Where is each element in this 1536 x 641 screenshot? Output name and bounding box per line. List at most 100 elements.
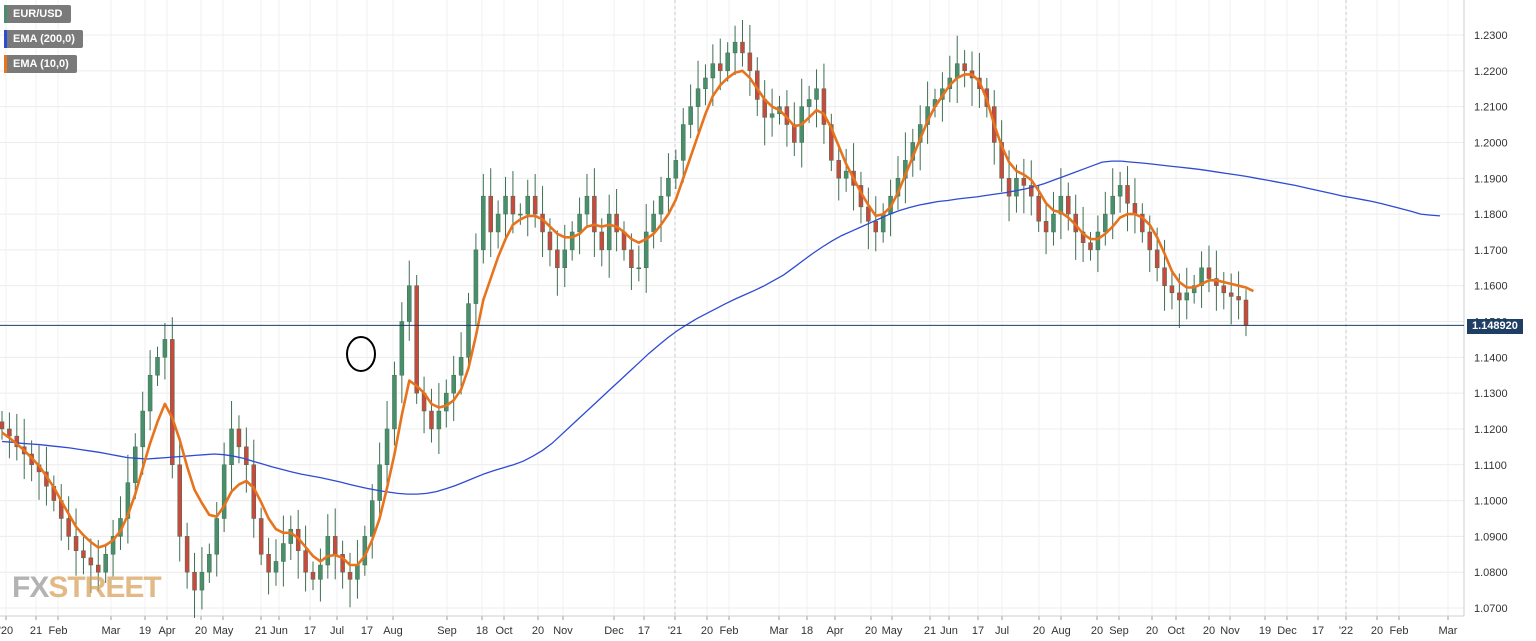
x-tick-label: 19 <box>1259 625 1271 637</box>
candle-body <box>1184 292 1190 301</box>
candle-body <box>806 99 812 107</box>
candle-body <box>643 231 649 269</box>
candle-body <box>1147 231 1152 251</box>
legend-item-ema200[interactable]: EMA (200,0) <box>4 30 83 48</box>
y-tick-label: 1.0900 <box>1474 531 1508 543</box>
x-tick-label: Dec <box>604 625 624 637</box>
candle-body <box>873 220 879 233</box>
x-tick-label: Jul <box>330 625 344 637</box>
y-tick-label: 1.2100 <box>1474 102 1508 114</box>
candle-body <box>369 500 375 537</box>
candle-body <box>695 88 701 107</box>
candle-body <box>962 63 967 72</box>
logo-fx: FX <box>12 571 49 604</box>
candle-body <box>340 554 345 573</box>
candle-body <box>214 518 219 555</box>
candle-body <box>843 170 849 179</box>
candle-body <box>814 88 819 100</box>
x-tick-label: '20 <box>0 625 13 637</box>
candle-body <box>273 561 279 573</box>
candle-body <box>444 392 449 412</box>
candle-body <box>569 231 575 251</box>
candle-body <box>0 421 5 430</box>
annotation-circle <box>346 336 376 372</box>
candle-body <box>303 550 308 573</box>
x-tick-label: 20 <box>1371 625 1383 637</box>
candle-body <box>1243 299 1249 326</box>
candle-body <box>584 195 590 215</box>
candle-body <box>258 518 264 555</box>
candle-body <box>125 482 131 519</box>
eurusd-swatch <box>4 5 7 23</box>
candle-body <box>1051 213 1056 233</box>
candle-body <box>88 557 94 566</box>
candle-body <box>836 160 841 179</box>
candle-body <box>155 357 160 376</box>
candle-body <box>1036 195 1041 222</box>
y-tick-label: 1.2000 <box>1474 137 1508 149</box>
x-tick-label: 20 <box>865 625 877 637</box>
y-tick-label: 1.0800 <box>1474 567 1508 579</box>
candle-body <box>503 195 508 215</box>
x-tick-label: 18 <box>476 625 488 637</box>
x-tick-label: May <box>882 625 903 637</box>
candle-body <box>1088 242 1093 251</box>
x-tick-label: 20 <box>532 625 544 637</box>
candle-body <box>954 63 960 79</box>
legend-item-ema10[interactable]: EMA (10,0) <box>4 55 77 73</box>
legend-item-eurusd[interactable]: EUR/USD <box>4 5 71 23</box>
candle-body <box>192 571 197 591</box>
x-tick-label: Apr <box>826 625 843 637</box>
candle-body <box>577 213 582 233</box>
candle-body <box>666 178 671 197</box>
candle-body <box>103 554 108 573</box>
candle-body <box>473 249 479 304</box>
candle-body <box>518 213 523 216</box>
candle-body <box>740 41 745 54</box>
candle-body <box>451 374 456 394</box>
candle-body <box>236 428 242 448</box>
candle-body <box>629 249 634 269</box>
candle-body <box>732 41 738 54</box>
candle-body <box>1228 292 1234 297</box>
candle-body <box>288 528 294 544</box>
candle-body <box>184 536 190 573</box>
candle-body <box>229 428 234 465</box>
candle-body <box>710 63 716 79</box>
legend-label-eurusd: EUR/USD <box>13 8 63 20</box>
candle-body <box>162 339 168 358</box>
candle-body <box>1236 296 1241 301</box>
candle-body <box>725 52 730 72</box>
y-tick-label: 1.1700 <box>1474 245 1508 257</box>
candle-body <box>207 554 212 573</box>
candle-body <box>1162 267 1167 286</box>
x-tick-label: 17 <box>638 625 650 637</box>
ema200-swatch <box>4 30 7 48</box>
x-tick-label: Mar <box>102 625 121 637</box>
x-tick-label: Mar <box>770 625 789 637</box>
candle-body <box>1006 178 1012 197</box>
y-tick-label: 1.1200 <box>1474 424 1508 436</box>
x-tick-label: Mar <box>1439 625 1458 637</box>
logo-street: STREET <box>48 571 161 604</box>
x-tick-label: Jun <box>940 625 958 637</box>
x-tick-label: May <box>213 625 234 637</box>
candle-body <box>377 464 382 501</box>
candle-body <box>525 195 530 215</box>
candle-body <box>1191 285 1197 294</box>
candle-body <box>495 213 501 233</box>
candle-body <box>1014 178 1019 197</box>
candle-body <box>73 536 79 551</box>
x-tick-label: 17 <box>1312 625 1324 637</box>
candle-body <box>266 554 271 573</box>
candle-body <box>392 374 397 430</box>
candle-body <box>221 464 227 519</box>
candle-body <box>599 231 605 251</box>
x-tick-label: Jul <box>995 625 1009 637</box>
candle-body <box>66 518 71 537</box>
candle-body <box>680 124 686 161</box>
x-tick-label: '22 <box>1339 625 1353 637</box>
candle-body <box>347 571 353 580</box>
